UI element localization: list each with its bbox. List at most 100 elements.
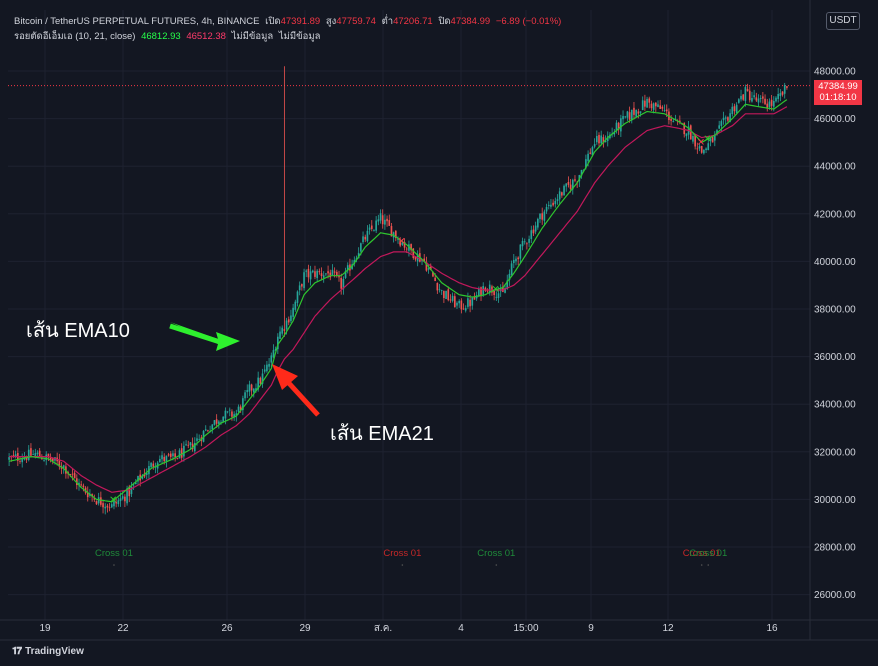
candle-body [641,100,644,111]
y-tick-label: 26000.00 [814,590,856,601]
candle-body [731,106,734,114]
candle-body [751,98,753,102]
candle-body [329,272,332,278]
candle-body [515,258,517,262]
candle [296,290,299,307]
candle [759,95,762,103]
candle [325,273,327,277]
candle-body [440,290,443,291]
tradingview-brand[interactable]: 𝟏𝟕 TradingView [12,646,84,657]
y-tick-label: 28000.00 [814,543,856,554]
candle-body [458,300,461,304]
candle-body [429,266,432,271]
candle-body [368,227,371,230]
candle [460,298,463,314]
candle-body [467,298,469,307]
candle [8,453,10,466]
indicator-legend[interactable]: รอยตัดอีเอ็มเอ (10, 21, close) 46812.93 … [14,29,323,44]
x-tick-label: 26 [221,623,233,634]
candle-body [423,258,426,262]
candle [762,92,764,104]
candle-body [764,98,766,105]
candle [751,91,753,103]
candle [764,94,766,105]
candle-body [547,204,550,206]
candle [694,133,696,150]
candle-body [622,116,624,120]
symbol-name[interactable]: Bitcoin / TetherUS PERPETUAL FUTURES, 4h… [14,16,260,27]
candle-body [554,201,557,205]
candle-body [512,259,515,264]
candle-body [303,272,305,289]
candle-body [285,320,288,330]
candle-body [574,179,576,181]
candle [685,133,688,141]
candle-body [340,277,343,289]
candle [246,384,249,399]
candle-body [381,215,384,225]
candle [178,448,181,459]
candle-body [167,454,170,456]
candle-body [198,438,201,440]
candle [552,199,554,207]
grid [8,10,810,620]
candle-body [261,373,264,384]
candle-body [220,421,222,423]
candle-body [460,300,463,310]
candle [373,229,375,232]
candle-body [777,93,779,99]
candle [36,450,39,457]
candle [419,247,421,263]
candle-body [517,257,519,260]
candle-body [357,252,360,259]
candle-body [700,145,703,153]
candle-body [762,96,764,99]
candle-body [75,478,78,486]
candle-body [78,482,80,486]
candle-body [735,104,738,113]
candle-body [325,273,327,275]
candle-body [537,218,539,228]
candle-body [124,496,126,502]
candle-body [231,411,233,417]
candle-body [724,117,727,119]
y-tick-label: 42000.00 [814,209,856,220]
candle [519,244,522,264]
candle [95,500,98,505]
candle-body [552,202,554,206]
candle [515,256,517,266]
candle [458,299,461,308]
candle-body [571,179,574,190]
candle-body [530,230,533,239]
cross-dot [700,564,703,566]
candle-body [38,450,41,457]
candle [659,99,662,109]
candle [113,500,115,510]
candle [445,290,447,300]
indicator-name[interactable]: รอยตัดอีเอ็มเอ (10, 21, close) [14,31,136,42]
candle-body [34,453,37,456]
candle-body [462,308,465,310]
candle-body [493,290,495,296]
candle [381,209,384,229]
candle-body [152,463,155,467]
cross-dot [707,564,710,566]
candle [298,281,301,296]
cross-dot [495,564,498,566]
candle [384,214,386,230]
candle-body [692,135,694,142]
candle-body [248,384,251,392]
candle-body [591,147,594,156]
candle [183,441,185,462]
currency-button[interactable]: USDT [826,12,860,30]
candle [633,101,635,120]
candle-body [344,270,347,278]
candle-body [150,462,152,468]
candle-body [587,153,589,161]
cross-label: Cross 01 [477,548,515,559]
candle-body [438,289,441,291]
candle-body [635,109,637,117]
candle-body [657,104,659,108]
candle [650,100,653,112]
